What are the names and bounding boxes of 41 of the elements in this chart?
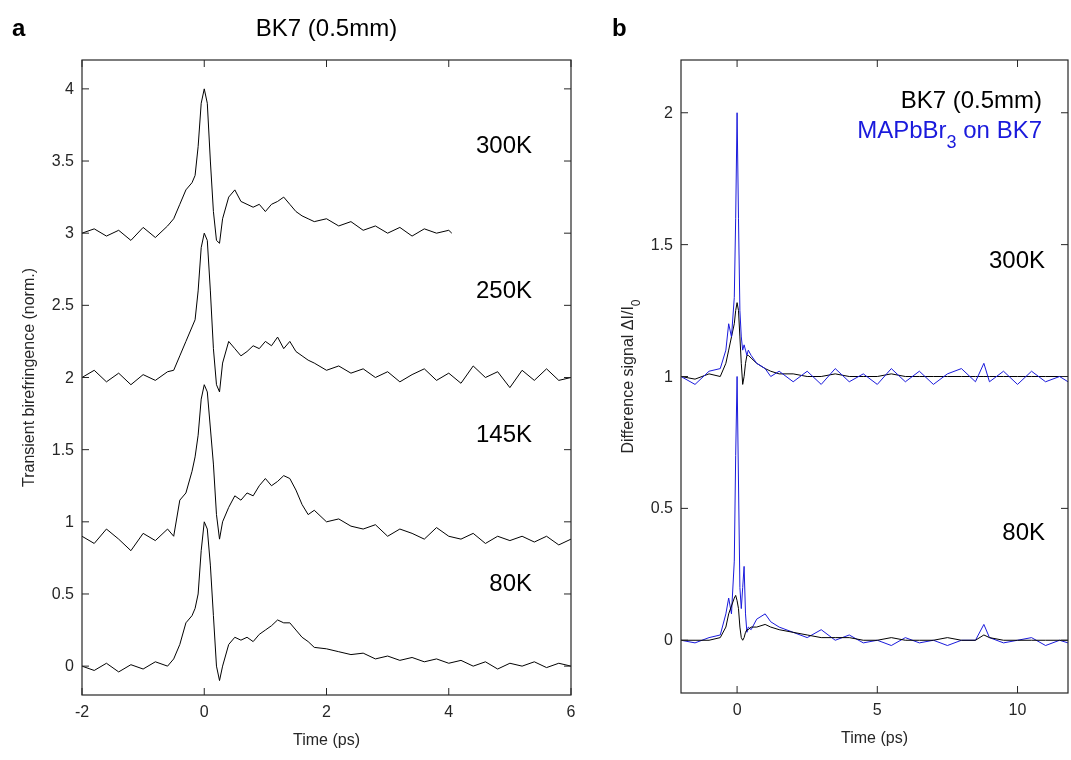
y-tick-label: 1	[65, 512, 75, 530]
x-tick-label: 4	[444, 703, 454, 720]
annotation: 300K	[475, 131, 532, 158]
annotation: 300K	[988, 246, 1045, 273]
text: b	[612, 14, 627, 41]
text: a	[12, 14, 26, 41]
y-tick-label: 4	[65, 79, 75, 97]
line-series	[82, 384, 571, 552]
y-tick-label: 0	[664, 631, 674, 649]
x-tick-label: 10	[1008, 701, 1027, 718]
y-tick-label: 0	[65, 657, 75, 675]
line-series	[82, 88, 453, 244]
annotation: 80K	[1002, 518, 1045, 545]
y-tick-label: 1.5	[650, 235, 674, 253]
x-tick-label: 2	[322, 703, 332, 720]
x-tick-label: -2	[74, 703, 90, 720]
y-tick-label: 3.5	[51, 152, 75, 170]
y-tick-label: 3	[65, 224, 75, 242]
x-axis-title: Time (ps)	[293, 731, 360, 748]
x-tick-label: 6	[566, 703, 576, 720]
x-tick-label: 0	[732, 701, 742, 718]
y-tick-label: 0.5	[650, 499, 674, 517]
annotation: 145K	[475, 420, 532, 447]
text: BK7 (0.5mm)	[900, 86, 1042, 113]
text: MAPbBr$_{3}$ on BK7	[857, 116, 1042, 152]
x-tick-label: 5	[872, 701, 882, 718]
chart-title: BK7 (0.5mm)	[255, 14, 398, 41]
y-axis-title: Transient birefringence (norm.)	[20, 267, 37, 488]
annotation: 80K	[489, 569, 532, 596]
line-series	[681, 376, 1068, 647]
line-series	[82, 232, 571, 393]
y-tick-label: 1.5	[51, 440, 75, 458]
annotation: 250K	[475, 276, 532, 303]
line-series	[681, 112, 1068, 385]
y-tick-label: 2	[664, 103, 674, 121]
x-tick-label: 0	[199, 703, 209, 720]
y-tick-label: 0.5	[51, 584, 75, 602]
x-axis-title: Time (ps)	[841, 729, 908, 746]
y-tick-label: 2.5	[51, 296, 75, 314]
y-tick-label: 2	[65, 368, 75, 386]
y-tick-label: 1	[664, 367, 674, 385]
